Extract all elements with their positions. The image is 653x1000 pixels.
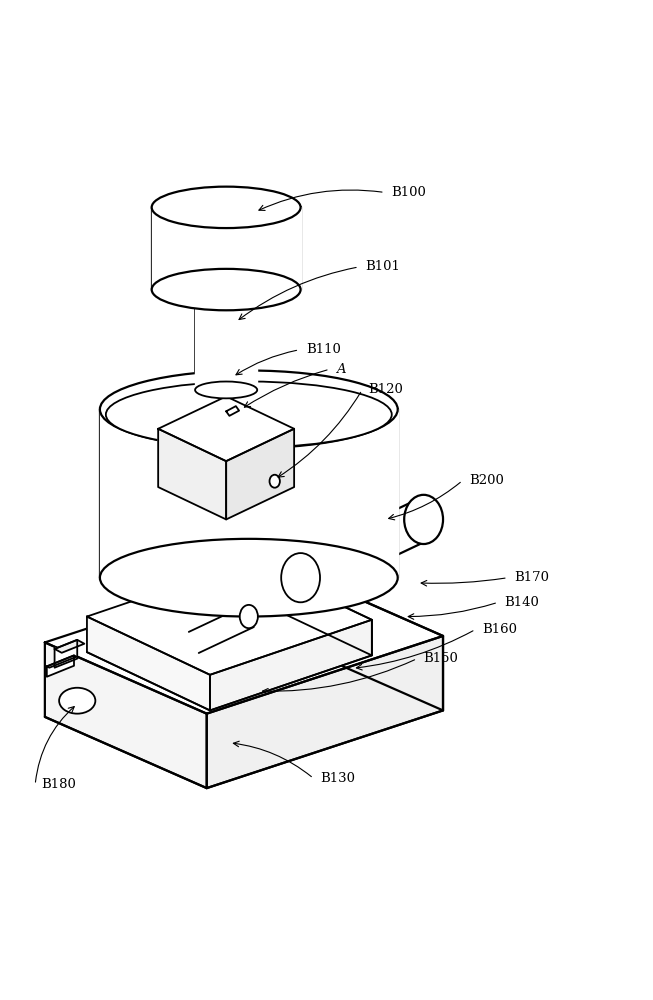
Ellipse shape: [195, 281, 257, 298]
Polygon shape: [87, 562, 372, 675]
Polygon shape: [151, 207, 300, 290]
Polygon shape: [226, 406, 239, 416]
Ellipse shape: [281, 553, 320, 602]
Polygon shape: [45, 642, 207, 788]
Text: B150: B150: [424, 652, 458, 665]
Polygon shape: [210, 620, 372, 710]
Text: B170: B170: [515, 571, 549, 584]
Ellipse shape: [100, 371, 398, 448]
Polygon shape: [55, 640, 77, 668]
Ellipse shape: [270, 475, 280, 488]
Text: B180: B180: [42, 778, 76, 791]
Text: A: A: [336, 363, 346, 376]
Ellipse shape: [100, 539, 398, 617]
Ellipse shape: [404, 495, 443, 544]
Text: B110: B110: [306, 343, 341, 356]
Polygon shape: [45, 565, 443, 714]
Ellipse shape: [59, 688, 95, 714]
Text: B100: B100: [391, 186, 426, 199]
Polygon shape: [55, 640, 84, 653]
Polygon shape: [207, 636, 443, 788]
Polygon shape: [47, 655, 74, 677]
Ellipse shape: [151, 187, 300, 228]
Text: B140: B140: [505, 596, 539, 609]
Text: B101: B101: [365, 260, 400, 273]
Ellipse shape: [151, 269, 300, 310]
Ellipse shape: [106, 382, 392, 448]
Polygon shape: [87, 617, 210, 710]
Polygon shape: [158, 396, 294, 461]
Text: B120: B120: [368, 383, 404, 396]
Ellipse shape: [240, 605, 258, 628]
Polygon shape: [100, 409, 398, 578]
Text: B200: B200: [469, 474, 504, 487]
Text: B130: B130: [320, 772, 355, 785]
Polygon shape: [47, 655, 76, 668]
Polygon shape: [158, 429, 226, 519]
Ellipse shape: [195, 382, 257, 398]
Polygon shape: [195, 290, 257, 390]
Text: B160: B160: [482, 623, 517, 636]
Polygon shape: [226, 429, 294, 519]
